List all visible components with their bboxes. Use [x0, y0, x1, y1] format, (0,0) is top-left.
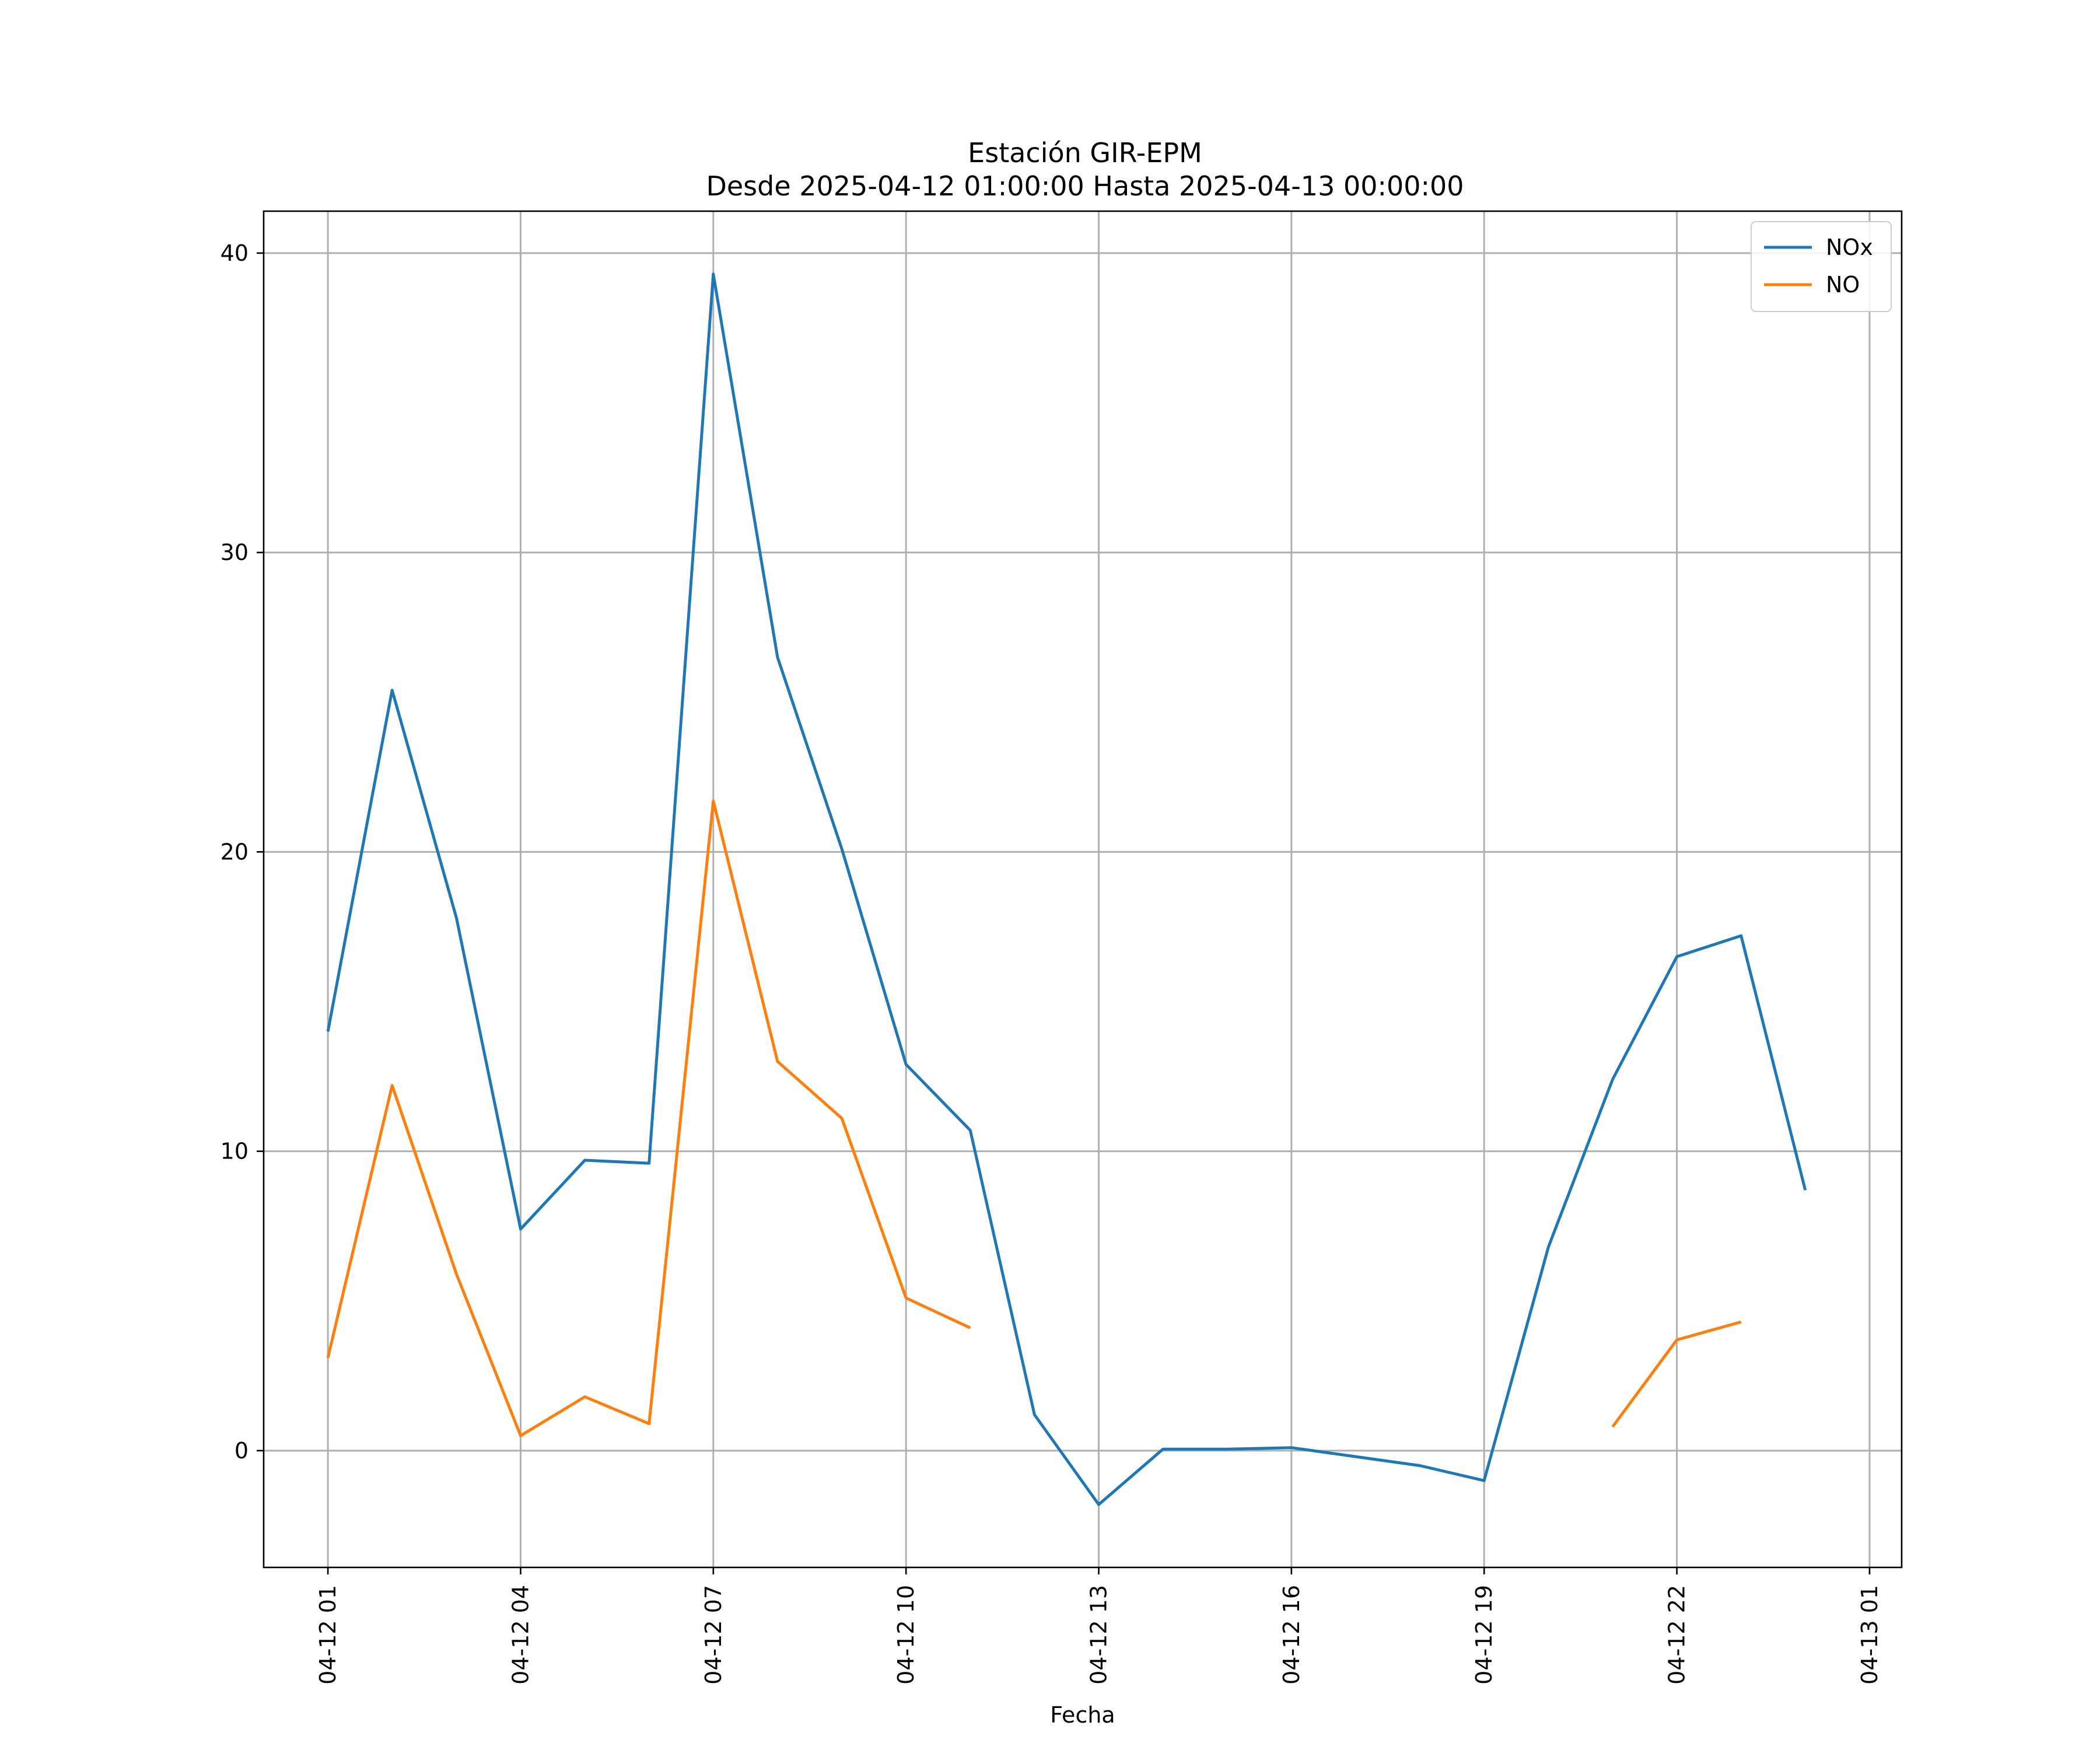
data-point [1226, 1448, 1228, 1451]
grid [264, 211, 1902, 1567]
x-tick-label: 04-12 22 [1664, 1585, 1690, 1685]
data-point [327, 1030, 330, 1033]
data-point [519, 1434, 522, 1437]
data-point [1740, 1321, 1742, 1324]
data-point [905, 1297, 908, 1300]
data-point [1675, 1338, 1678, 1341]
data-point [1290, 1446, 1293, 1449]
x-tick-label: 04-12 01 [315, 1585, 341, 1685]
series-line-nox [326, 272, 1807, 1506]
x-axis-label: Fecha [1050, 1702, 1115, 1728]
data-point [327, 1356, 330, 1359]
data-point [712, 800, 715, 803]
data-point [1419, 1464, 1422, 1467]
y-tick-label: 10 [220, 1139, 249, 1164]
data-point [1354, 1455, 1357, 1458]
data-point [519, 1228, 522, 1231]
x-tick-label: 04-12 16 [1279, 1585, 1304, 1685]
data-point [391, 689, 394, 692]
x-tick-label: 04-12 19 [1471, 1585, 1497, 1685]
data-point [1611, 1078, 1614, 1081]
data-point [1483, 1479, 1486, 1482]
legend: NOx NO [1751, 221, 1892, 312]
data-point [1033, 1413, 1036, 1416]
data-point [583, 1395, 586, 1398]
x-tick-label: 04-13 01 [1857, 1585, 1882, 1685]
data-point [1804, 1189, 1807, 1192]
data-point [776, 1060, 779, 1063]
data-point [391, 1084, 394, 1087]
chart-subtitle: Desde 2025-04-12 01:00:00 Hasta 2025-04-… [706, 170, 1464, 202]
data-point [1740, 935, 1742, 937]
axes-frame [262, 210, 1903, 1569]
x-tick-label: 04-12 07 [701, 1585, 726, 1685]
data-point [1675, 955, 1678, 958]
legend-box [1751, 221, 1892, 312]
data-point [969, 1326, 972, 1329]
data-point [1097, 1503, 1100, 1506]
legend-label: NO [1826, 272, 1860, 298]
y-tick-label: 20 [220, 839, 249, 864]
y-tick-label: 40 [220, 240, 249, 266]
data-point [969, 1129, 972, 1132]
data-point [583, 1158, 586, 1161]
chart-title: Estación GIR-EPM [968, 137, 1202, 169]
data-point [648, 1162, 650, 1165]
data-point [1161, 1448, 1164, 1451]
data-point [712, 272, 715, 275]
series-no [326, 799, 1742, 1437]
x-tick-label: 04-12 13 [1086, 1585, 1112, 1685]
y-tick-label: 30 [220, 540, 249, 565]
x-tick-label: 04-12 10 [893, 1585, 919, 1685]
series-nox [326, 272, 1807, 1506]
data-point [455, 1273, 458, 1276]
x-tick-label: 04-12 04 [508, 1585, 533, 1685]
y-tick-label: 0 [235, 1438, 249, 1464]
data-point [648, 1422, 650, 1425]
legend-label: NOx [1826, 235, 1873, 260]
data-point [841, 848, 844, 850]
data-point [776, 656, 779, 659]
data-point [905, 1063, 908, 1066]
data-point [1547, 1245, 1550, 1248]
data-point [455, 916, 458, 919]
plot-area [326, 272, 1807, 1506]
data-point [1611, 1425, 1614, 1428]
series-line-no [326, 799, 1742, 1437]
data-point [841, 1117, 844, 1120]
axis-ticks: 0 10 20 30 40 04-12 01 04-12 04 04-12 07 04-12 1… [220, 240, 1882, 1685]
